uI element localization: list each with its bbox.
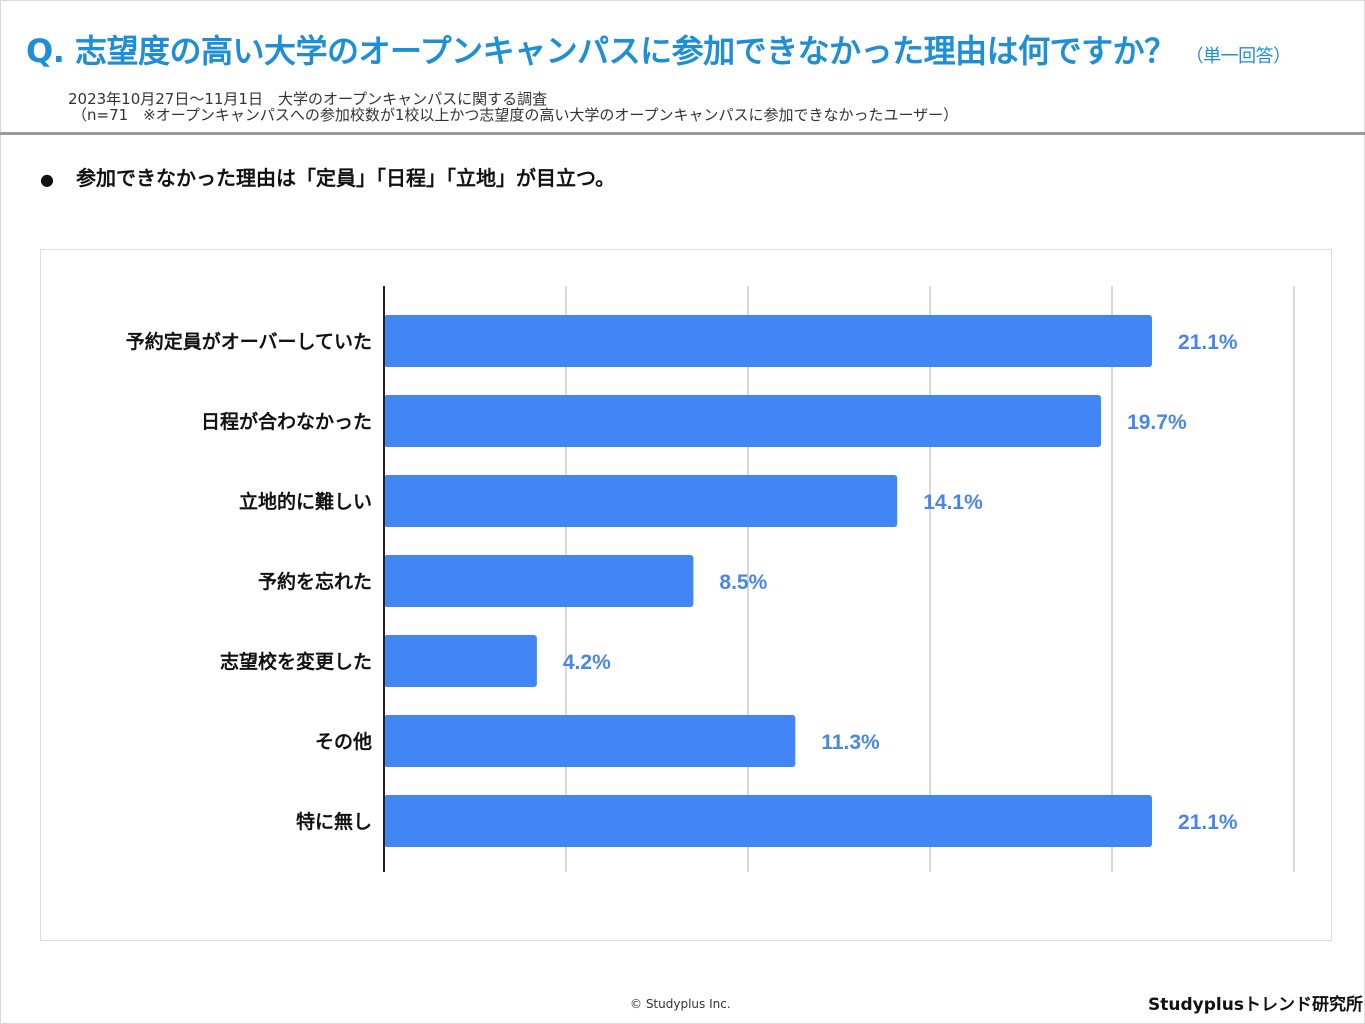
bar-4: [384, 555, 694, 607]
bar-5: [384, 635, 537, 687]
header-divider: [0, 132, 1365, 135]
category-label: その他: [315, 730, 372, 753]
category-label: 特に無し: [296, 810, 372, 833]
bar-2: [384, 395, 1102, 447]
brand-logo: Studyplusトレンド研究所: [1148, 995, 1363, 1015]
bullet-icon: ●: [40, 170, 54, 189]
question-title: Q. 志望度の高い大学のオープンキャンパスに参加できなかった理由は何ですか？ （単…: [26, 26, 1291, 72]
bar-6: [384, 715, 796, 767]
survey-info: 2023年10月27日～11月1日 大学のオープンキャンパスに関する調査: [68, 90, 548, 108]
category-label: 日程が合わなかった: [201, 410, 372, 433]
value-label: 14.1%: [923, 491, 983, 514]
value-label: 21.1%: [1178, 811, 1238, 834]
category-label: 志望校を変更した: [220, 650, 372, 673]
answer-type-note: （単一回答）: [1185, 46, 1292, 67]
summary-text: 参加できなかった理由は「定員」「日程」「立地」が目立つ。: [75, 166, 616, 190]
category-label: 予約定員がオーバーしていた: [126, 330, 372, 353]
category-label: 立地的に難しい: [239, 490, 372, 513]
value-label: 19.7%: [1127, 411, 1187, 434]
bar-7: [384, 795, 1153, 847]
category-label: 予約を忘れた: [258, 570, 372, 593]
chart-container: 予約定員がオーバーしていた 21.1% 日程が合わなかった 19.7% 立地的に難しい 1…: [40, 249, 1332, 941]
question-text: Q. 志望度の高い大学のオープンキャンパスに参加できなかった理由は何ですか？: [26, 32, 1176, 70]
summary-point: ● 参加できなかった理由は「定員」「日程」「立地」が目立つ。: [40, 162, 615, 191]
sample-info: （n=71 ※オープンキャンパスへの参加校数が1校以上かつ志望度の高い大学のオー…: [72, 106, 959, 124]
value-label: 4.2%: [563, 651, 611, 674]
value-label: 11.3%: [821, 731, 880, 754]
bar-1: [384, 315, 1153, 367]
bar-3: [384, 475, 898, 527]
value-label: 8.5%: [719, 571, 767, 594]
bar-chart: 予約定員がオーバーしていた 21.1% 日程が合わなかった 19.7% 立地的に難しい 1…: [126, 286, 1295, 872]
copyright: © Studyplus Inc.: [630, 997, 731, 1011]
value-label: 21.1%: [1178, 331, 1238, 354]
